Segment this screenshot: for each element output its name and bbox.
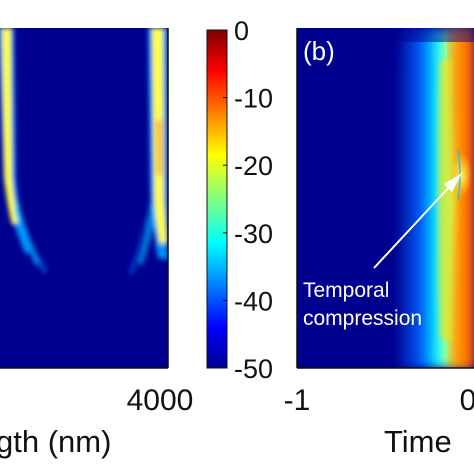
colorbar: 0 -10 -20 -30 -40 -50 — [206, 16, 273, 384]
panel-a-left-band — [0, 28, 48, 274]
panel-a-x-axis-title: gth (nm) — [0, 424, 111, 459]
panel-b-x-tick-label: 0 — [460, 384, 474, 417]
colorbar-tick-label: 0 — [234, 16, 249, 46]
panel-a-plot-area — [0, 28, 168, 368]
panel-b: (b) Temporal compression — [297, 28, 474, 368]
panel-a-x-tick-label: 4000 — [127, 384, 194, 417]
panel-a — [0, 28, 168, 368]
compression-arrow — [373, 173, 462, 269]
colorbar-tick-label: -50 — [234, 354, 273, 384]
panel-b-x-axis-title: Time — [384, 424, 452, 459]
colorbar-frame — [206, 29, 228, 369]
panel-b-pulse — [297, 28, 474, 368]
annotation-temporal: Temporal — [303, 279, 389, 302]
panel-b-label: (b) — [303, 36, 335, 66]
colorbar-tick-label: -20 — [234, 151, 273, 181]
colorbar-tick-label: -10 — [234, 84, 273, 114]
panel-a-right-band — [128, 28, 168, 276]
colorbar-ticks: 0 -10 -20 -30 -40 -50 — [223, 16, 273, 384]
colorbar-tick-label: -30 — [234, 219, 273, 249]
colorbar-gradient — [207, 30, 227, 368]
annotation-compression: compression — [303, 307, 422, 330]
panel-b-x-tick-label: -1 — [284, 384, 311, 417]
colorbar-tick-label: -40 — [234, 286, 273, 316]
